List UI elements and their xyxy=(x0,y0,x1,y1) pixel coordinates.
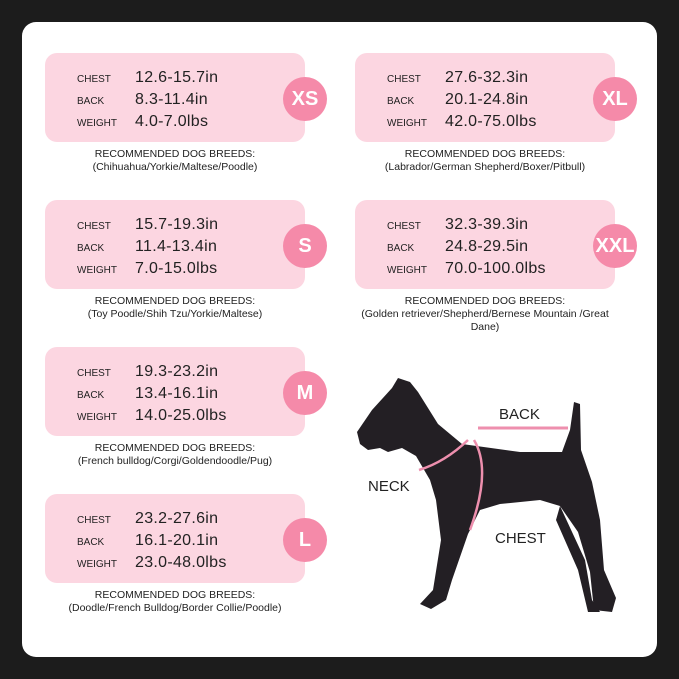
chest-label: CHEST xyxy=(495,530,546,547)
size-badge: L xyxy=(283,518,327,562)
back-value: 24.8-29.5in xyxy=(445,238,529,255)
weight-value: 14.0-25.0lbs xyxy=(135,407,227,424)
dog-rear-leg xyxy=(556,506,600,612)
breeds-block: RECOMMENDED DOG BREEDS: (Labrador/German … xyxy=(335,148,635,174)
chest-label: CHEST xyxy=(77,74,111,85)
breeds-list: (Toy Poodle/Shih Tzu/Yorkie/Maltese) xyxy=(87,308,263,320)
chest-value: 27.6-32.3in xyxy=(445,69,529,86)
weight-value: 4.0-7.0lbs xyxy=(135,113,209,130)
weight-label: WEIGHT xyxy=(387,265,427,276)
back-label: BACK xyxy=(499,406,540,423)
size-badge: S xyxy=(283,224,327,268)
size-card-xl: CHEST 27.6-32.3in BACK 20.1-24.8in WEIGHT 4… xyxy=(355,53,637,142)
size-card-m: CHEST 19.3-23.2in BACK 13.4-16.1in WEIGHT 1… xyxy=(45,347,327,436)
back-label: BACK xyxy=(387,243,415,254)
chest-label: CHEST xyxy=(387,221,421,232)
chest-value: 23.2-27.6in xyxy=(135,510,219,527)
weight-label: WEIGHT xyxy=(77,118,117,129)
weight-label: WEIGHT xyxy=(387,118,427,129)
breeds-block: RECOMMENDED DOG BREEDS: (Golden retriever… xyxy=(335,295,635,334)
breeds-heading: RECOMMENDED DOG BREEDS: xyxy=(94,148,256,160)
breeds-heading: RECOMMENDED DOG BREEDS: xyxy=(94,442,256,454)
size-card-l: CHEST 23.2-27.6in BACK 16.1-20.1in WEIGHT 2… xyxy=(45,494,327,583)
breeds-block: RECOMMENDED DOG BREEDS: (Doodle/French Bu… xyxy=(25,589,325,615)
back-label: BACK xyxy=(387,96,415,107)
chest-value: 19.3-23.2in xyxy=(135,363,219,380)
dog-silhouette xyxy=(357,378,616,612)
breeds-block: RECOMMENDED DOG BREEDS: (Chihuahua/Yorkie… xyxy=(25,148,325,174)
back-value: 16.1-20.1in xyxy=(135,532,219,549)
back-value: 20.1-24.8in xyxy=(445,91,529,108)
breeds-list: (French bulldog/Corgi/Goldendoodle/Pug) xyxy=(77,455,273,467)
neck-measure-loop xyxy=(418,439,469,472)
breeds-heading: RECOMMENDED DOG BREEDS: xyxy=(94,589,256,601)
size-card-xs: CHEST 12.6-15.7in BACK 8.3-11.4in WEIGHT 4.… xyxy=(45,53,327,142)
breeds-list: (Doodle/French Bulldog/Border Collie/Poo… xyxy=(68,602,282,614)
chest-label: CHEST xyxy=(77,368,111,379)
weight-label: WEIGHT xyxy=(77,265,117,276)
back-label: BACK xyxy=(77,96,105,107)
back-label: BACK xyxy=(77,537,105,548)
size-card-xxl: CHEST 32.3-39.3in BACK 24.8-29.5in WEIGHT 7… xyxy=(355,200,637,289)
size-badge: XS xyxy=(283,77,327,121)
back-label: BACK xyxy=(77,243,105,254)
chest-label: CHEST xyxy=(387,74,421,85)
weight-value: 7.0-15.0lbs xyxy=(135,260,218,277)
weight-value: 23.0-48.0lbs xyxy=(135,554,227,571)
breeds-heading: RECOMMENDED DOG BREEDS: xyxy=(404,148,566,160)
neck-label: NECK xyxy=(368,478,410,495)
chest-label: CHEST xyxy=(77,221,111,232)
weight-value: 42.0-75.0lbs xyxy=(445,113,537,130)
breeds-list: (Golden retriever/Shepherd/Bernese Mount… xyxy=(361,308,609,333)
breeds-heading: RECOMMENDED DOG BREEDS: xyxy=(404,295,566,307)
back-value: 13.4-16.1in xyxy=(135,385,219,402)
size-badge: M xyxy=(283,371,327,415)
size-badge: XL xyxy=(593,77,637,121)
weight-label: WEIGHT xyxy=(77,412,117,423)
back-label: BACK xyxy=(77,390,105,401)
chest-value: 12.6-15.7in xyxy=(135,69,219,86)
weight-value: 70.0-100.0lbs xyxy=(445,260,546,277)
chest-label: CHEST xyxy=(77,515,111,526)
chest-value: 32.3-39.3in xyxy=(445,216,529,233)
size-card-s: CHEST 15.7-19.3in BACK 11.4-13.4in WEIGHT 7… xyxy=(45,200,327,289)
breeds-list: (Chihuahua/Yorkie/Maltese/Poodle) xyxy=(92,161,258,173)
back-value: 8.3-11.4in xyxy=(135,91,208,108)
back-value: 11.4-13.4in xyxy=(135,238,218,255)
weight-label: WEIGHT xyxy=(77,559,117,570)
breeds-block: RECOMMENDED DOG BREEDS: (French bulldog/C… xyxy=(25,442,325,468)
chest-value: 15.7-19.3in xyxy=(135,216,219,233)
breeds-block: RECOMMENDED DOG BREEDS: (Toy Poodle/Shih … xyxy=(25,295,325,321)
breeds-list: (Labrador/German Shepherd/Boxer/Pitbull) xyxy=(384,161,586,173)
breeds-heading: RECOMMENDED DOG BREEDS: xyxy=(94,295,256,307)
size-badge: XXL xyxy=(593,224,637,268)
chest-measure-loop xyxy=(468,439,484,531)
